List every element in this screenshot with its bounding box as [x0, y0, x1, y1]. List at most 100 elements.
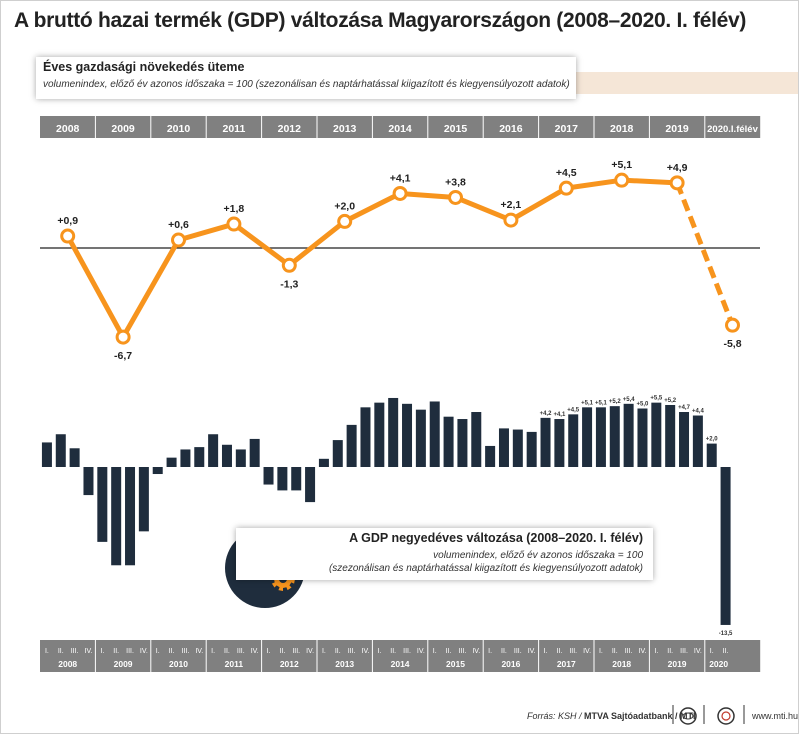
quarter-bar	[55, 434, 66, 467]
quarter-value-label: +4,4	[692, 409, 705, 415]
quarter-year-label: 2017	[557, 659, 576, 669]
quarter-label: IV.	[417, 648, 425, 655]
quarter-bar	[609, 406, 620, 467]
quarter-year-label: 2009	[114, 659, 133, 669]
annual-point	[669, 175, 685, 191]
quarter-value-label: +5,4	[623, 397, 636, 403]
quarter-label: III.	[348, 648, 356, 655]
quarter-year-label: 2016	[501, 659, 520, 669]
quarter-bar	[249, 438, 260, 467]
quarter-label: II.	[335, 648, 341, 655]
quarter-label: II.	[279, 648, 285, 655]
quarterly-panel-subtitle-1: volumenindex, előző év azonos időszaka =…	[433, 550, 643, 561]
logo-mtva-inner-icon	[682, 712, 694, 720]
quarter-bar	[582, 407, 593, 467]
footer-logos	[672, 705, 745, 725]
quarter-label: I.	[322, 648, 326, 655]
quarter-label: III.	[237, 648, 245, 655]
quarter-axis-band	[40, 640, 761, 672]
quarter-label: II.	[723, 648, 729, 655]
quarter-bar	[512, 429, 523, 467]
quarter-value-label: +5,2	[609, 399, 622, 405]
annual-value-label: -6,7	[114, 350, 132, 362]
quarter-bar	[443, 416, 454, 467]
annual-point	[171, 232, 186, 248]
logo-mtva-icon	[679, 707, 697, 725]
annual-points	[60, 172, 740, 345]
annual-panel-title: Éves gazdasági növekedés üteme	[43, 60, 245, 74]
annual-point	[503, 212, 519, 228]
logo-mti-inner-icon	[721, 711, 731, 721]
quarter-label: IV.	[85, 648, 93, 655]
quarter-bar	[263, 467, 274, 485]
quarter-bar	[651, 402, 662, 467]
quarter-value-label: -13,5	[719, 631, 733, 637]
site-link[interactable]: www.mti.hu	[752, 711, 799, 721]
year-header-label: 2011	[223, 123, 246, 135]
quarter-value-label: +5,1	[581, 400, 594, 406]
annual-panel-subtitle: volumenindex, előző év azonos időszaka =…	[43, 79, 570, 90]
quarter-bar	[429, 401, 440, 467]
page-title: A bruttó hazai termék (GDP) változása Ma…	[14, 9, 747, 32]
quarter-label: III.	[569, 648, 577, 655]
quarter-year-label: 2020	[709, 659, 728, 669]
quarter-label: I.	[45, 648, 49, 655]
title-accent-band	[540, 72, 798, 94]
annual-point	[60, 228, 76, 244]
quarter-label: II.	[390, 648, 396, 655]
quarter-label: II.	[169, 648, 175, 655]
quarter-label: IV.	[362, 648, 370, 655]
annual-legend-box: Éves gazdasági növekedés üteme volumenin…	[36, 57, 576, 99]
quarter-label: II.	[612, 648, 618, 655]
quarter-label: I.	[377, 648, 381, 655]
quarter-bar	[415, 409, 426, 467]
quarter-bar	[221, 444, 232, 467]
quarter-bar	[374, 402, 385, 467]
year-header-label: 2010	[167, 123, 191, 135]
quarter-bar	[679, 412, 690, 467]
quarter-bar	[208, 434, 219, 467]
quarter-year-label: 2015	[446, 659, 465, 669]
quarter-label: I.	[211, 648, 215, 655]
quarter-label: I.	[267, 648, 271, 655]
quarter-bar	[623, 403, 634, 467]
quarter-value-label: +4,5	[567, 407, 580, 413]
quarterly-legend-box: A GDP negyedéves változása (2008–2020. I…	[236, 528, 653, 580]
quarter-bar	[346, 424, 357, 467]
quarter-bar	[41, 442, 52, 467]
quarter-label: II.	[556, 648, 562, 655]
quarter-label: III.	[182, 648, 190, 655]
source-credit: MTVA Sajtóadatbank / MTI	[584, 711, 696, 721]
annual-point	[614, 172, 630, 188]
quarter-label: III.	[292, 648, 300, 655]
quarter-value-label: +4,2	[540, 411, 553, 417]
quarter-bar	[166, 457, 177, 467]
annual-value-label: +2,1	[501, 199, 522, 211]
quarter-bar	[540, 417, 551, 467]
quarter-year-label: 2012	[280, 659, 299, 669]
year-header-label: 2012	[278, 123, 302, 135]
quarter-value-label: +4,7	[678, 405, 691, 411]
quarter-label: IV.	[140, 648, 148, 655]
quarter-label: IV.	[528, 648, 536, 655]
quarter-label: III.	[514, 648, 522, 655]
quarter-bar	[402, 403, 413, 467]
annual-value-label: -5,8	[723, 338, 741, 350]
quarter-bar	[125, 467, 136, 566]
annual-value-label: +0,6	[168, 219, 189, 231]
quarter-label: II.	[58, 648, 64, 655]
source-note: Forrás: KSH / MTVA Sajtóadatbank / MTI	[527, 711, 696, 721]
quarter-label: IV.	[306, 648, 314, 655]
quarter-year-label: 2019	[668, 659, 687, 669]
quarter-year-label: 2010	[169, 659, 188, 669]
year-header-label: 2008	[56, 123, 80, 135]
quarter-bar	[637, 408, 648, 467]
annual-value-label: +1,8	[224, 203, 245, 215]
annual-point	[448, 189, 463, 205]
quarter-label: III.	[403, 648, 411, 655]
annual-year-header: 2008 2009 2010 2011 2012 2013 2014 2015 2016 2017…	[40, 116, 761, 138]
quarter-label: I.	[100, 648, 104, 655]
quarter-label: I.	[488, 648, 492, 655]
quarter-label: IV.	[251, 648, 259, 655]
quarter-label: IV.	[472, 648, 480, 655]
